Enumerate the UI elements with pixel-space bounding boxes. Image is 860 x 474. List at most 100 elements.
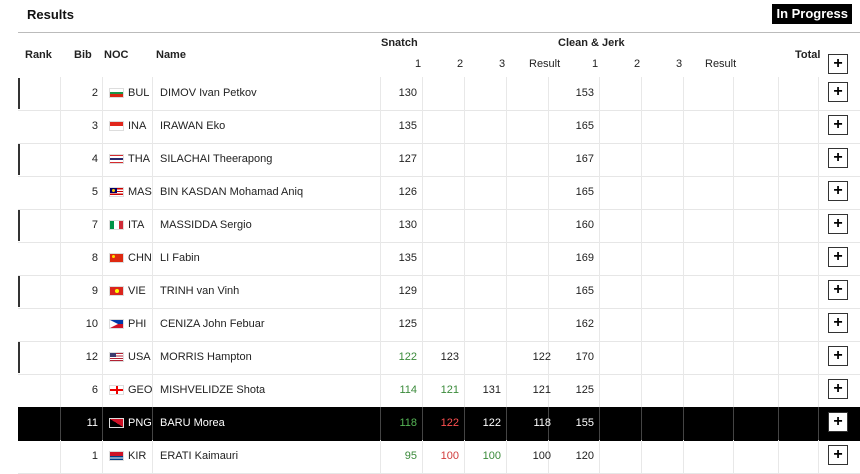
- expand-row-button[interactable]: +: [828, 280, 848, 300]
- snatch-attempt-1: 118: [399, 417, 417, 429]
- bib-cell: 2: [91, 87, 98, 99]
- rank-header: Rank: [25, 49, 52, 61]
- athlete-name: BIN KASDAN Mohamad Aniq: [160, 186, 304, 198]
- expand-row-button[interactable]: +: [828, 115, 848, 135]
- cell-divider: [380, 374, 381, 407]
- table-row: 8 CHN LI Fabin 135 169 +: [18, 242, 860, 276]
- cell-divider: [599, 374, 600, 407]
- cell-divider: [422, 143, 423, 176]
- table-row: 2 BUL DIMOV Ivan Petkov 130 153 +: [18, 77, 860, 111]
- cell-divider: [683, 440, 684, 473]
- cell-divider: [506, 143, 507, 176]
- expand-all-button[interactable]: +: [828, 54, 848, 74]
- expand-row-button[interactable]: +: [828, 181, 848, 201]
- athlete-name: MISHVELIDZE Shota: [160, 384, 266, 396]
- cell-divider: [380, 77, 381, 110]
- cell-divider: [422, 110, 423, 143]
- cell-divider: [599, 275, 600, 308]
- bib-cell: 4: [91, 153, 98, 165]
- expand-row-button[interactable]: +: [828, 412, 848, 432]
- cell-divider: [422, 275, 423, 308]
- status-badge: In Progress: [772, 4, 852, 24]
- snatch-attempt-1: 127: [398, 153, 417, 165]
- cell-divider: [548, 242, 549, 275]
- noc-cell: THA: [128, 153, 150, 165]
- cell-divider: [152, 407, 153, 440]
- bulgaria-flag-icon: [109, 88, 124, 98]
- cell-divider: [464, 77, 465, 110]
- cell-divider: [641, 275, 642, 308]
- snatch-result: 121: [532, 384, 551, 396]
- noc-cell: ITA: [128, 219, 145, 231]
- expand-row-button[interactable]: +: [828, 214, 848, 234]
- bib-cell: 6: [91, 384, 98, 396]
- cell-divider: [548, 440, 549, 473]
- cell-divider: [464, 242, 465, 275]
- cell-divider: [733, 176, 734, 209]
- cell-divider: [152, 176, 153, 209]
- cell-divider: [102, 341, 103, 374]
- cell-divider: [422, 440, 423, 473]
- snatch-attempt-2: 123: [440, 351, 459, 363]
- expand-row-button[interactable]: +: [828, 148, 848, 168]
- snatch-attempt-1: 125: [398, 318, 417, 330]
- cell-divider: [778, 77, 779, 110]
- expand-row-button[interactable]: +: [828, 313, 848, 333]
- georgia-flag-icon: [109, 385, 124, 395]
- noc-cell: INA: [128, 120, 147, 132]
- cell-divider: [464, 308, 465, 341]
- cj-attempt-1: 162: [575, 318, 594, 330]
- table-row: 3 INA IRAWAN Eko 135 165 +: [18, 110, 860, 144]
- cell-divider: [422, 209, 423, 242]
- expand-row-button[interactable]: +: [828, 379, 848, 399]
- cell-divider: [60, 407, 61, 440]
- row-marker: [18, 342, 20, 373]
- cell-divider: [818, 143, 819, 176]
- cell-divider: [733, 308, 734, 341]
- cell-divider: [733, 407, 734, 440]
- expand-row-button[interactable]: +: [828, 445, 848, 465]
- cell-divider: [152, 77, 153, 110]
- cell-divider: [641, 209, 642, 242]
- snatch-attempt-1: 114: [399, 384, 417, 396]
- cell-divider: [506, 440, 507, 473]
- bib-cell: 9: [91, 285, 98, 297]
- athlete-name: BARU Morea: [160, 417, 225, 429]
- cell-divider: [60, 143, 61, 176]
- cell-divider: [60, 242, 61, 275]
- cell-divider: [548, 374, 549, 407]
- cj-attempt-1: 165: [575, 285, 594, 297]
- cell-divider: [548, 341, 549, 374]
- cell-divider: [422, 341, 423, 374]
- expand-row-button[interactable]: +: [828, 247, 848, 267]
- bib-cell: 1: [91, 450, 98, 462]
- cj-att3-header: 3: [676, 58, 683, 70]
- expand-row-button[interactable]: +: [828, 346, 848, 366]
- cell-divider: [102, 407, 103, 440]
- cj-attempt-1: 155: [575, 417, 594, 429]
- cell-divider: [506, 407, 507, 440]
- cell-divider: [641, 440, 642, 473]
- athlete-name: MASSIDDA Sergio: [160, 219, 252, 231]
- snatch-attempt-1: 126: [398, 186, 417, 198]
- cell-divider: [152, 275, 153, 308]
- cell-divider: [102, 308, 103, 341]
- cell-divider: [380, 143, 381, 176]
- cell-divider: [683, 308, 684, 341]
- cj-attempt-1: 165: [575, 186, 594, 198]
- cell-divider: [733, 374, 734, 407]
- cell-divider: [60, 209, 61, 242]
- cell-divider: [102, 242, 103, 275]
- cell-divider: [102, 143, 103, 176]
- noc-cell: KIR: [128, 450, 147, 462]
- row-marker: [18, 210, 20, 241]
- cell-divider: [683, 176, 684, 209]
- china-flag-icon: [109, 253, 124, 263]
- clean-jerk-header: Clean & Jerk: [558, 37, 625, 49]
- cell-divider: [506, 110, 507, 143]
- cell-divider: [641, 242, 642, 275]
- cell-divider: [380, 308, 381, 341]
- expand-row-button[interactable]: +: [828, 82, 848, 102]
- italy-flag-icon: [109, 220, 124, 230]
- cell-divider: [818, 308, 819, 341]
